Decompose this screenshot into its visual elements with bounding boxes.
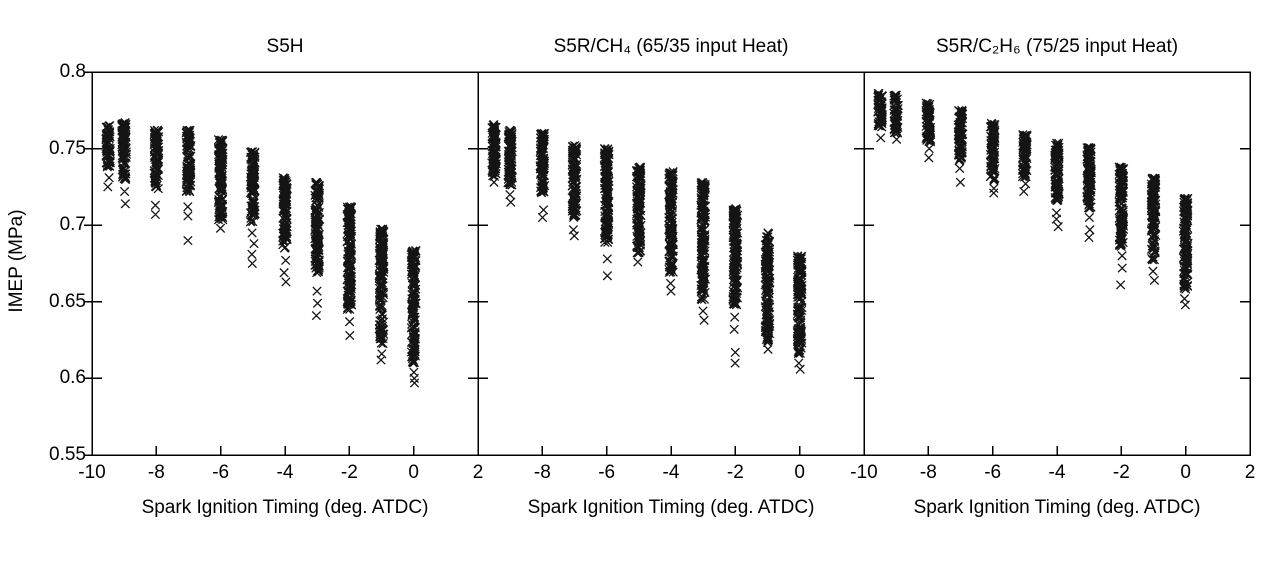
scatter-column [760, 228, 775, 354]
panel-title-s5r-c2h6: S5R/C₂H₆ (75/25 input Heat) [935, 36, 1179, 57]
x-axis-title-panel-3: Spark Ignition Timing (deg. ATDC) [913, 497, 1201, 518]
x-tick-label: -2 [340, 462, 358, 483]
x-tick-label: -2 [726, 462, 744, 483]
scatter-column [873, 88, 887, 143]
x-axis-title-panel-1: Spark Ignition Timing (deg. ATDC) [141, 497, 429, 518]
panel-title-s5h: S5H [266, 36, 304, 57]
scatter-column [889, 90, 903, 145]
scatter-column [406, 245, 421, 388]
x-tick-label: -2 [1112, 462, 1130, 483]
x-tick-label: -10 [78, 462, 106, 483]
x-ticks [91, 446, 479, 455]
y-tick-label: 0.6 [59, 367, 86, 389]
scatter-column [101, 121, 115, 192]
scatter-column [310, 177, 325, 321]
x-tick-label: 2 [472, 462, 484, 483]
panel-1-plot [84, 71, 479, 456]
scatter-column [213, 135, 228, 233]
scatter-column [503, 125, 517, 207]
scatter-column [664, 167, 678, 296]
x-tick-label: -4 [1048, 462, 1066, 483]
scatter-column [728, 203, 743, 368]
x-tick-label: 0 [1180, 462, 1191, 483]
scatter-column [985, 118, 1000, 198]
x-tick-label: -8 [147, 462, 165, 483]
y-tick-label: 0.7 [59, 214, 86, 236]
y-tick-label: 0.55 [49, 444, 86, 465]
x-ticks [477, 446, 865, 455]
x-tick-label: -6 [984, 462, 1002, 483]
scatter-column [1082, 142, 1097, 243]
x-tick-label: -10 [850, 462, 878, 483]
scatter-column [567, 140, 582, 241]
scatter-column [374, 224, 389, 365]
x-tick-label: -4 [662, 462, 680, 483]
x-tick-label: 0 [794, 462, 805, 483]
panel-frame [863, 71, 1251, 456]
scatter-column [792, 251, 807, 374]
panel-2-plot [477, 71, 865, 456]
panel-3-plot [863, 71, 1251, 456]
y-axis-title: IMEP (MPa) [6, 209, 27, 313]
y-tick-label: 0.8 [59, 61, 86, 82]
scatter-column [1050, 138, 1064, 232]
x-tick-label: 2 [1244, 462, 1256, 483]
y-ticks [84, 71, 478, 456]
x-tick-label: 0 [408, 462, 419, 483]
x-tick-label: -6 [212, 462, 230, 483]
scatter-column [921, 98, 936, 163]
x-tick-label: -8 [919, 462, 937, 483]
scatter-column [1146, 173, 1161, 286]
scatter-column [953, 105, 968, 187]
scatter-column [181, 125, 196, 246]
scatter-column [1178, 193, 1193, 310]
scatter-column [631, 162, 646, 267]
scatter-column [1017, 130, 1032, 197]
scatter-column [696, 177, 711, 325]
y-ticks [478, 71, 864, 456]
x-axis-title-panel-2: Spark Ignition Timing (deg. ATDC) [527, 497, 815, 518]
scatter-column [599, 144, 614, 281]
scatter-column [245, 147, 260, 269]
scatter-column [278, 173, 292, 287]
y-tick-label: 0.75 [49, 137, 86, 159]
x-tick-label: -6 [598, 462, 616, 483]
scatter-column [149, 125, 164, 220]
y-tick-label: 0.65 [49, 290, 86, 312]
x-tick-label: -8 [533, 462, 551, 483]
panel-title-s5r-ch4: S5R/CH₄ (65/35 input Heat) [553, 36, 789, 57]
scatter-column [535, 128, 550, 223]
scatter-column [342, 202, 357, 341]
x-tick-label: -4 [276, 462, 294, 483]
scatter-column [487, 119, 501, 187]
x-ticks [863, 446, 1251, 455]
scatter-column [1114, 162, 1129, 290]
y-ticks [864, 71, 1250, 456]
scatter-column [117, 117, 132, 209]
